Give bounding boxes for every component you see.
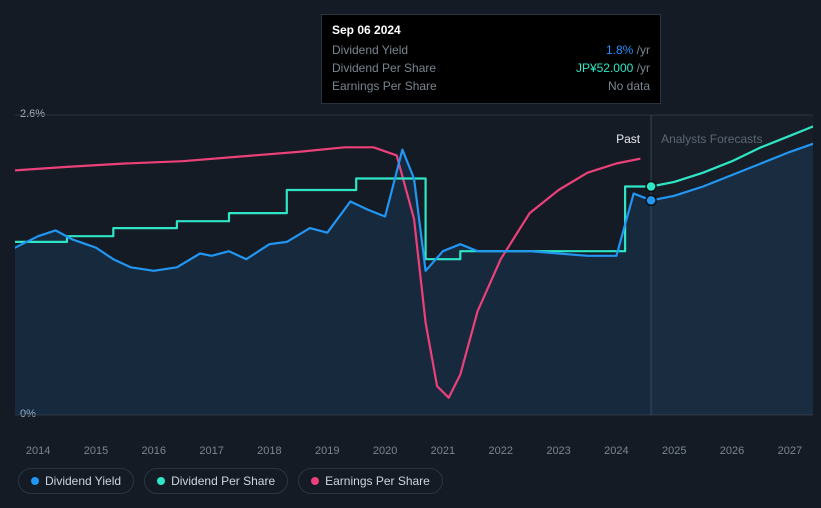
x-tick: 2025: [662, 445, 686, 457]
x-tick: 2016: [142, 445, 166, 457]
legend-dot: [311, 477, 319, 485]
legend-dot: [157, 477, 165, 485]
tooltip-row: Dividend Yield1.8% /yr: [332, 41, 650, 59]
chart-tooltip: Sep 06 2024 Dividend Yield1.8% /yrDivide…: [321, 14, 661, 104]
x-tick: 2019: [315, 445, 339, 457]
x-tick: 2027: [778, 445, 802, 457]
x-tick: 2015: [84, 445, 108, 457]
legend-item-dividend-yield[interactable]: Dividend Yield: [18, 468, 134, 494]
legend: Dividend Yield Dividend Per Share Earnings…: [18, 468, 443, 494]
x-tick: 2014: [26, 445, 50, 457]
legend-item-dividend-per-share[interactable]: Dividend Per Share: [144, 468, 288, 494]
x-tick: 2022: [488, 445, 512, 457]
x-axis: 2014 2015 2016 2017 2018 2019 2020 2021 2022 2023…: [15, 445, 813, 463]
x-tick: 2021: [431, 445, 455, 457]
legend-dot: [31, 477, 39, 485]
x-tick: 2023: [546, 445, 570, 457]
line-chart: [15, 105, 813, 445]
legend-label: Earnings Per Share: [325, 474, 430, 488]
legend-label: Dividend Per Share: [171, 474, 275, 488]
x-tick: 2026: [720, 445, 744, 457]
legend-item-earnings-per-share[interactable]: Earnings Per Share: [298, 468, 443, 494]
tooltip-row: Dividend Per ShareJP¥52.000 /yr: [332, 59, 650, 77]
x-tick: 2018: [257, 445, 281, 457]
x-tick: 2020: [373, 445, 397, 457]
x-tick: 2024: [604, 445, 628, 457]
legend-label: Dividend Yield: [45, 474, 121, 488]
tooltip-date: Sep 06 2024: [332, 23, 650, 37]
tooltip-row: Earnings Per ShareNo data: [332, 77, 650, 95]
x-tick: 2017: [199, 445, 223, 457]
